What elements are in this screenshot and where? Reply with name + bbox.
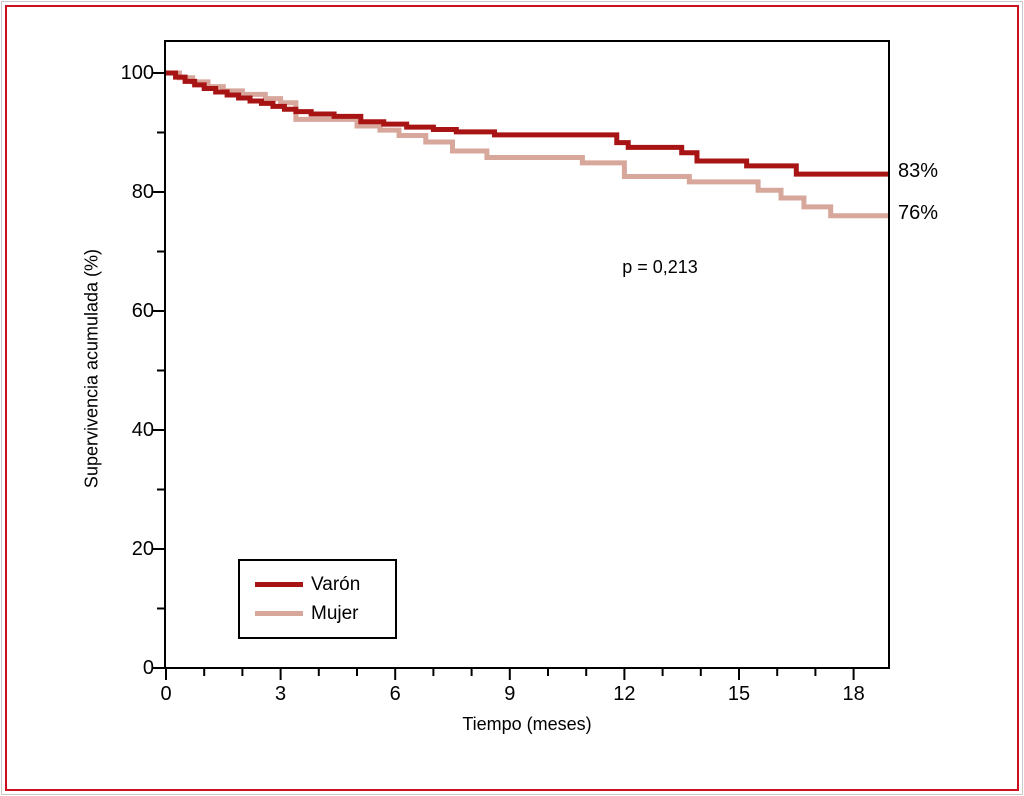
end-label-varon: 83% <box>898 160 939 182</box>
x-tick-label-18: 18 <box>842 683 865 705</box>
y-tick-label-40: 40 <box>131 419 154 441</box>
y-tick-label-100: 100 <box>120 62 154 84</box>
end-label-mujer: 76% <box>898 202 939 224</box>
x-tick-label-9: 9 <box>504 683 516 705</box>
y-axis-title: Supervivencia acumulada (%) <box>81 248 102 489</box>
x-tick-label-12: 12 <box>613 683 636 705</box>
y-tick-label-80: 80 <box>131 181 154 203</box>
legend-label-mujer: Mujer <box>311 602 359 624</box>
y-tick-label-60: 60 <box>131 300 154 322</box>
legend: Varón Mujer <box>238 559 397 639</box>
x-tick-label-0: 0 <box>160 683 172 705</box>
x-axis-title: Tiempo (meses) <box>462 714 592 734</box>
p-value-annotation: p = 0,213 <box>622 257 698 277</box>
x-tick-label-15: 15 <box>727 683 751 705</box>
plot-frame <box>164 40 890 669</box>
legend-swatch-varon <box>255 582 303 587</box>
legend-item-varon: Varón <box>255 574 395 596</box>
legend-swatch-mujer <box>255 611 303 616</box>
x-tick-label-6: 6 <box>389 683 401 705</box>
x-tick-label-3: 3 <box>275 683 287 705</box>
legend-item-mujer: Mujer <box>255 603 395 625</box>
y-tick-label-0: 0 <box>142 657 154 679</box>
y-tick-label-20: 20 <box>131 538 154 560</box>
curve-varon <box>166 70 888 177</box>
legend-label-varon: Varón <box>311 573 361 595</box>
curve-mujer <box>166 70 888 219</box>
